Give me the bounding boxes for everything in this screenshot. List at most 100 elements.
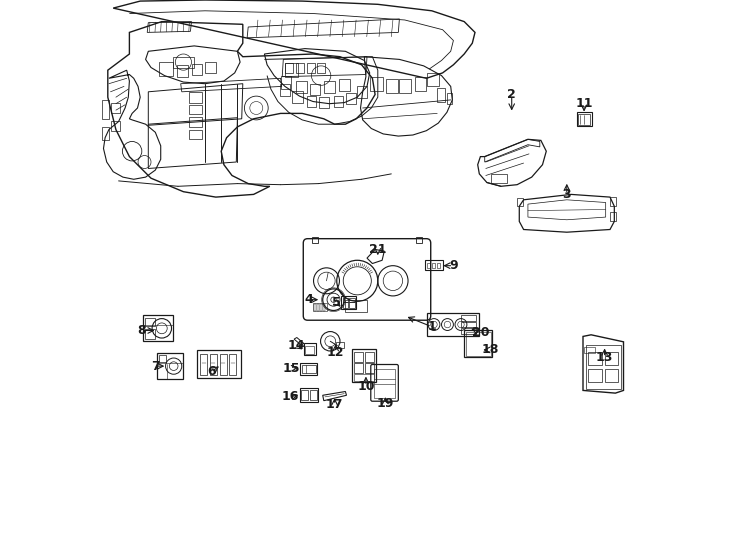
- Bar: [300, 363, 317, 375]
- Bar: [610, 197, 617, 206]
- Bar: [335, 342, 344, 348]
- Bar: [333, 96, 344, 107]
- Bar: [324, 81, 335, 93]
- Bar: [210, 354, 217, 375]
- Bar: [229, 354, 236, 375]
- Text: 14: 14: [288, 339, 305, 352]
- Bar: [323, 304, 325, 310]
- Bar: [111, 121, 120, 131]
- Bar: [341, 296, 356, 309]
- Bar: [103, 100, 109, 119]
- Bar: [301, 390, 308, 400]
- Bar: [280, 84, 291, 96]
- Bar: [192, 64, 203, 75]
- Bar: [427, 313, 479, 336]
- Text: 17: 17: [326, 399, 344, 411]
- Bar: [461, 322, 476, 327]
- Bar: [145, 329, 155, 339]
- Bar: [159, 355, 166, 362]
- Bar: [285, 63, 293, 73]
- Bar: [374, 369, 395, 398]
- Bar: [296, 81, 307, 93]
- Bar: [437, 263, 440, 268]
- Bar: [200, 354, 207, 375]
- Text: 11: 11: [575, 97, 593, 110]
- Bar: [189, 117, 203, 127]
- Bar: [605, 369, 618, 382]
- Bar: [159, 62, 172, 76]
- Bar: [307, 63, 315, 73]
- Bar: [464, 330, 493, 357]
- Text: 9: 9: [449, 259, 458, 272]
- Bar: [197, 350, 241, 378]
- Bar: [312, 237, 319, 243]
- Bar: [304, 343, 316, 355]
- Bar: [310, 84, 320, 94]
- Bar: [576, 112, 592, 126]
- Bar: [352, 349, 377, 382]
- Bar: [427, 73, 440, 86]
- Bar: [143, 315, 172, 341]
- Bar: [354, 363, 363, 373]
- Bar: [339, 79, 349, 91]
- Bar: [111, 103, 120, 113]
- Bar: [343, 298, 348, 302]
- Bar: [466, 332, 490, 356]
- Text: 2: 2: [507, 88, 516, 101]
- Bar: [299, 388, 319, 402]
- Bar: [343, 302, 348, 308]
- Bar: [425, 260, 443, 270]
- Bar: [307, 96, 316, 107]
- Bar: [189, 130, 203, 139]
- Text: 3: 3: [562, 188, 571, 201]
- Bar: [189, 105, 203, 114]
- Bar: [317, 63, 325, 73]
- Bar: [317, 304, 319, 310]
- Bar: [447, 93, 452, 104]
- Bar: [365, 363, 374, 373]
- Bar: [610, 212, 617, 221]
- Text: 4: 4: [305, 293, 313, 306]
- Bar: [399, 79, 411, 93]
- Bar: [346, 300, 367, 312]
- Bar: [354, 374, 374, 381]
- Bar: [357, 86, 367, 98]
- Text: 19: 19: [377, 397, 394, 410]
- Bar: [365, 352, 374, 362]
- Bar: [349, 298, 355, 302]
- Text: 15: 15: [283, 362, 300, 375]
- Bar: [319, 97, 330, 108]
- Bar: [427, 263, 430, 268]
- Bar: [302, 365, 316, 373]
- Bar: [354, 352, 363, 362]
- Bar: [320, 304, 322, 310]
- Bar: [296, 63, 304, 73]
- Bar: [578, 114, 590, 125]
- Bar: [589, 352, 602, 365]
- Bar: [310, 390, 317, 400]
- Bar: [349, 302, 355, 308]
- Text: 12: 12: [327, 346, 344, 359]
- Bar: [461, 328, 476, 334]
- Bar: [285, 63, 299, 77]
- Bar: [415, 77, 426, 91]
- Bar: [346, 93, 356, 104]
- Bar: [313, 303, 327, 311]
- Bar: [280, 76, 291, 89]
- Bar: [461, 315, 476, 321]
- Text: 5: 5: [332, 296, 341, 309]
- Text: 1: 1: [427, 320, 436, 333]
- Text: 13: 13: [596, 351, 614, 364]
- Bar: [586, 345, 621, 389]
- Text: 21: 21: [369, 243, 387, 256]
- Bar: [517, 198, 523, 206]
- Bar: [219, 354, 227, 375]
- Bar: [103, 127, 109, 140]
- Bar: [589, 369, 602, 382]
- Text: 7: 7: [151, 360, 160, 373]
- Text: 16: 16: [282, 390, 299, 403]
- Bar: [189, 92, 203, 103]
- Bar: [370, 77, 383, 91]
- Bar: [386, 79, 398, 93]
- Bar: [313, 304, 316, 310]
